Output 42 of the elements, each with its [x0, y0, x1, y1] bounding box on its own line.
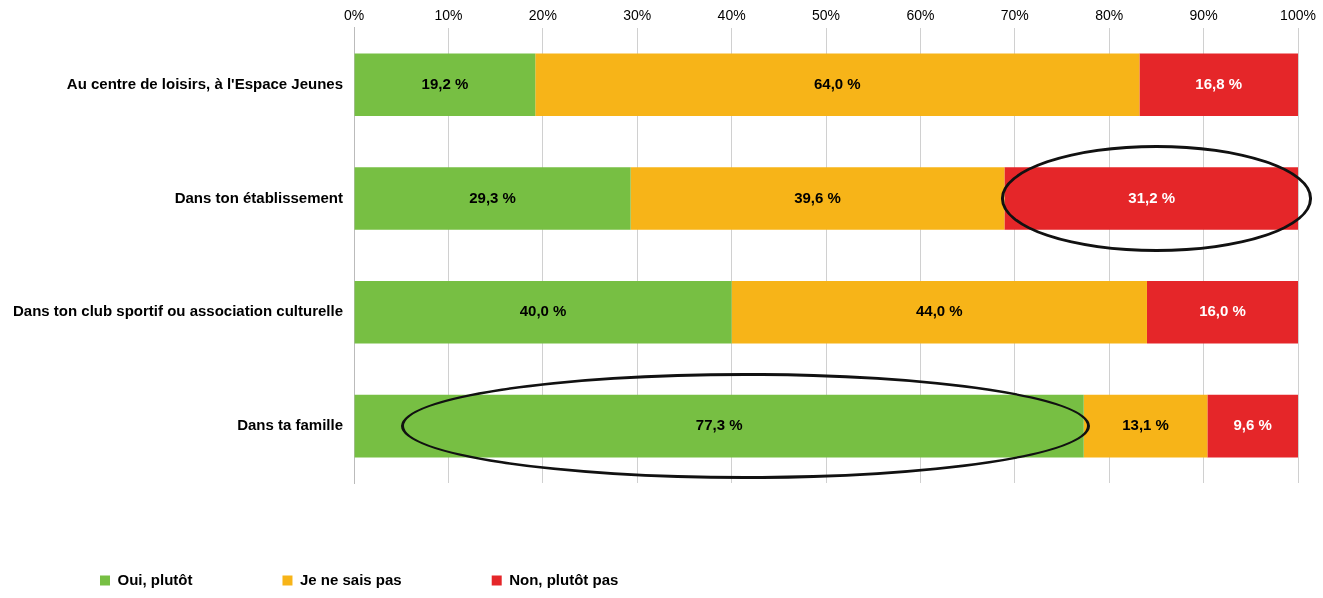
x-tick-label: 50%: [812, 7, 841, 24]
bar: [1207, 394, 1298, 458]
legend-label: Non, plutôt pas: [509, 570, 619, 588]
y-tick-label: Dans ta famille: [237, 416, 344, 434]
bar: [354, 394, 1084, 458]
bar: [354, 281, 732, 344]
x-tick-label: 30%: [623, 7, 652, 24]
data-label: 19,2 %: [421, 74, 469, 92]
x-tick-label: 90%: [1189, 7, 1218, 24]
data-label: 9,6 %: [1233, 416, 1272, 434]
bar: [354, 167, 631, 230]
data-label: 39,6 %: [794, 188, 841, 206]
bar: [1083, 394, 1208, 458]
y-tick-label: Dans ton établissement: [174, 188, 344, 206]
data-label: 31,2 %: [1128, 188, 1176, 206]
x-tick-label: 60%: [906, 7, 935, 24]
y-tick-label: Au centre de loisirs, à l'Espace Jeunes: [66, 74, 344, 92]
bar: [630, 167, 1005, 230]
x-tick-label: 80%: [1095, 7, 1124, 24]
data-label: 64,0 %: [814, 74, 861, 92]
bar: [1146, 281, 1298, 344]
bar: [354, 53, 536, 116]
x-tick-label: 100%: [1280, 7, 1316, 24]
data-label: 16,8 %: [1195, 74, 1243, 92]
legend-label: Je ne sais pas: [299, 570, 402, 588]
data-label: 13,1 %: [1122, 416, 1169, 434]
x-tick-label: 0%: [343, 7, 365, 24]
bar: [1139, 53, 1298, 116]
bar: [731, 281, 1147, 344]
data-label: 29,3 %: [469, 188, 516, 206]
x-tick-label: 40%: [717, 7, 746, 24]
x-tick-label: 10%: [434, 7, 463, 24]
legend-label: Oui, plutôt: [117, 570, 193, 588]
bar: [535, 53, 1140, 116]
data-label: 77,3 %: [695, 416, 743, 434]
data-label: 44,0 %: [915, 302, 963, 320]
y-tick-label: Dans ton club sportif ou association culturelle: [13, 302, 344, 320]
data-label: 16,0 %: [1199, 302, 1246, 320]
bar: [1004, 167, 1298, 230]
data-label: 40,0 %: [519, 302, 567, 320]
x-tick-label: 20%: [528, 7, 557, 24]
x-tick-label: 70%: [1000, 7, 1029, 24]
